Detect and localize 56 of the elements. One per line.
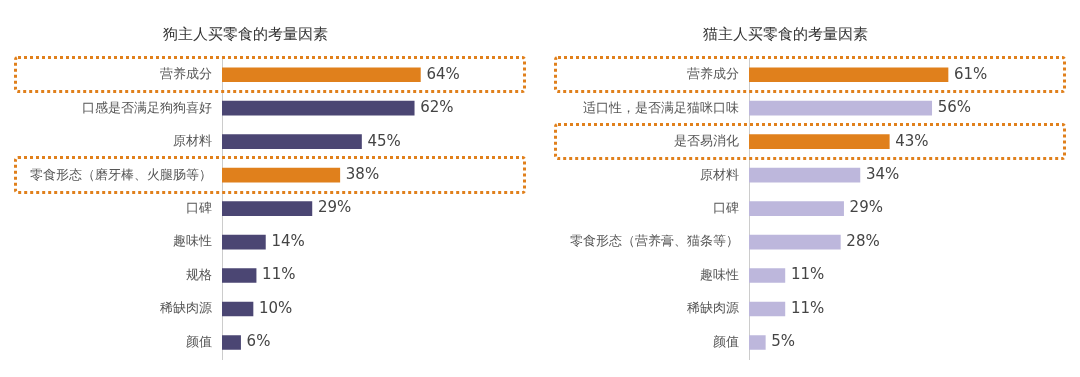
bar (222, 67, 421, 83)
bar (222, 335, 241, 350)
bar (749, 335, 766, 350)
bar (222, 100, 415, 116)
bar (222, 201, 313, 216)
bar (222, 234, 266, 250)
bar (749, 201, 844, 216)
data-label: 45% (367, 131, 401, 150)
y-tick-label: 规格 (186, 266, 212, 282)
bar (749, 167, 861, 183)
y-tick-label: 原材料 (173, 133, 212, 149)
data-label: 38% (345, 165, 380, 184)
data-label: 64% (426, 64, 460, 83)
bar (222, 134, 362, 149)
y-tick-label: 口感是否满足狗狗喜好 (82, 99, 212, 115)
data-label: 11% (790, 265, 825, 284)
data-label: 11% (262, 265, 296, 284)
bar (222, 268, 257, 283)
y-tick-label: 颜值 (713, 333, 739, 349)
y-tick-label: 营养成分 (687, 66, 739, 82)
data-label: 62% (420, 98, 454, 117)
y-tick-label: 稀缺肉源 (687, 300, 739, 316)
y-tick-label: 零食形态（磨牙棒、火腿肠等） (30, 166, 212, 182)
y-tick-label: 原材料 (700, 166, 739, 182)
y-tick-label: 颜值 (186, 333, 212, 349)
data-label: 14% (271, 231, 305, 250)
bar (749, 134, 890, 149)
data-label: 56% (937, 98, 972, 117)
y-tick-label: 口碑 (713, 199, 739, 215)
y-tick-label: 稀缺肉源 (160, 300, 212, 316)
y-tick-label: 营养成分 (160, 66, 212, 82)
data-label: 10% (259, 298, 293, 317)
bar (222, 167, 341, 183)
data-label: 11% (790, 298, 825, 317)
data-label: 6% (246, 332, 271, 351)
bar (749, 301, 786, 317)
bar (749, 67, 949, 83)
y-tick-label: 适口性，是否满足猫咪口味 (583, 99, 739, 115)
data-label: 34% (865, 165, 900, 184)
data-label: 5% (771, 332, 796, 351)
data-label: 43% (895, 131, 929, 150)
y-tick-label: 趣味性 (700, 266, 739, 282)
data-label: 28% (846, 231, 880, 250)
data-label: 61% (954, 64, 988, 83)
y-tick-label: 零食形态（营养膏、猫条等） (570, 233, 739, 249)
chart-title: 狗主人买零食的考量因素 (162, 24, 328, 43)
y-tick-label: 趣味性 (173, 233, 212, 249)
y-tick-label: 是否易消化 (674, 133, 739, 149)
bar (222, 301, 254, 317)
bar (749, 234, 841, 250)
chart-title: 猫主人买零食的考量因素 (702, 24, 868, 43)
bar (749, 100, 933, 116)
y-tick-label: 口碑 (186, 199, 212, 215)
data-label: 29% (317, 198, 352, 217)
bar (749, 268, 786, 283)
data-label: 29% (849, 198, 883, 217)
